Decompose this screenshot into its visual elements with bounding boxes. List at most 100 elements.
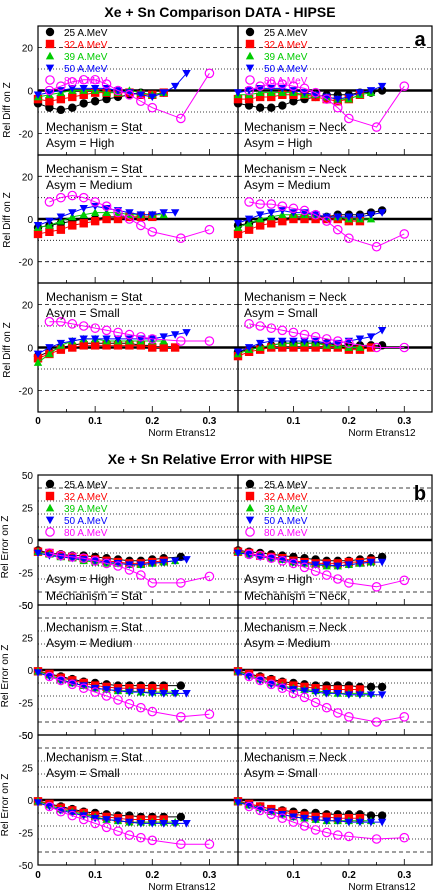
data-point	[33, 229, 43, 239]
data-point	[68, 221, 77, 230]
asym-label: Asym = High	[244, 136, 312, 150]
panel-b-3: Mechanism = Neck Asym = Medium	[233, 604, 433, 736]
data-point	[255, 805, 265, 814]
data-point	[377, 558, 387, 567]
data-point	[332, 224, 343, 235]
data-point	[68, 84, 77, 93]
data-point	[79, 219, 88, 228]
data-point	[44, 671, 55, 682]
data-point	[148, 690, 157, 698]
data-point	[310, 209, 321, 220]
data-point	[136, 561, 146, 569]
data-point	[79, 90, 88, 99]
x-tick-label: 0	[35, 416, 41, 427]
data-point	[33, 91, 43, 99]
data-point	[267, 209, 276, 217]
data-point	[377, 341, 387, 350]
data-point	[267, 337, 276, 346]
data-point	[288, 688, 299, 699]
legend-marker	[245, 64, 255, 73]
data-point	[299, 821, 310, 831]
data-point	[170, 331, 180, 339]
legend-label: 80 A.MeV	[264, 76, 308, 87]
data-point	[147, 102, 158, 113]
figure-a-xlabel-right: Norm Etrans12	[348, 428, 416, 439]
mechanism-label: Mechanism = Stat	[46, 620, 143, 634]
data-point	[182, 690, 191, 698]
asym-label: Asym = Small	[46, 306, 120, 320]
legend-label: 32 A.MeV	[64, 40, 108, 51]
data-point	[68, 103, 77, 112]
data-point	[182, 329, 191, 337]
data-point	[277, 79, 288, 89]
data-point	[288, 558, 299, 569]
data-point	[79, 812, 88, 820]
data-point	[33, 350, 43, 359]
data-point	[299, 205, 310, 216]
data-point	[255, 339, 265, 348]
data-point	[90, 216, 100, 226]
data-point	[56, 105, 66, 115]
data-point	[90, 74, 100, 85]
data-point	[90, 197, 100, 207]
y-tick-label: 20	[22, 172, 34, 183]
data-point	[255, 675, 265, 686]
data-point	[124, 698, 135, 709]
data-point	[136, 832, 146, 843]
y-tick-label: 25	[22, 504, 34, 515]
data-point	[45, 217, 54, 226]
data-point	[266, 679, 277, 690]
data-point	[68, 679, 77, 688]
data-point	[90, 323, 100, 333]
series-line	[37, 216, 141, 229]
legend-label: 80 A.MeV	[264, 528, 308, 539]
mechanism-label: Mechanism = Stat	[46, 162, 143, 176]
data-point	[344, 711, 354, 722]
data-point	[44, 197, 55, 207]
asym-label: Asym = Small	[244, 306, 318, 320]
x-tick-label: 0	[35, 870, 41, 881]
data-point	[377, 86, 387, 95]
y-tick-label: 50	[22, 471, 34, 482]
data-point	[289, 343, 298, 352]
data-point	[90, 555, 100, 566]
data-point	[170, 82, 180, 91]
data-point	[33, 354, 43, 363]
panel-b-5: Mechanism = Neck Asym = Small	[233, 734, 433, 866]
x-tick-label: 0.1	[88, 870, 102, 881]
data-point	[204, 709, 215, 719]
data-point	[310, 87, 321, 98]
data-point	[399, 711, 410, 722]
data-point	[148, 93, 157, 102]
mechanism-label: Mechanism = Neck	[244, 620, 347, 634]
data-point	[278, 556, 287, 564]
x-tick-label: 0.2	[342, 416, 356, 427]
data-point	[113, 687, 123, 695]
series-line	[49, 195, 210, 239]
mechanism-label: Mechanism = Neck	[244, 120, 347, 134]
legend-label: 80 A.MeV	[64, 76, 108, 87]
y-tick-label: -50	[19, 861, 34, 872]
data-point	[310, 825, 321, 835]
data-point	[78, 74, 89, 85]
data-point	[244, 87, 254, 95]
series-line	[248, 201, 405, 248]
y-tick-label: 0	[27, 666, 33, 677]
data-point	[371, 581, 382, 592]
data-point	[147, 227, 158, 237]
data-point	[79, 341, 88, 350]
data-point	[332, 830, 343, 840]
data-point	[300, 814, 309, 823]
y-tick-label: -25	[19, 569, 34, 580]
data-point	[321, 827, 332, 838]
data-point	[267, 103, 276, 112]
data-point	[45, 89, 54, 97]
legend-marker	[45, 479, 55, 489]
data-point	[176, 812, 186, 822]
data-point	[45, 103, 54, 112]
data-point	[371, 122, 382, 132]
data-point	[170, 343, 180, 352]
data-point	[355, 560, 365, 568]
data-point	[399, 342, 410, 353]
data-point	[300, 214, 309, 224]
